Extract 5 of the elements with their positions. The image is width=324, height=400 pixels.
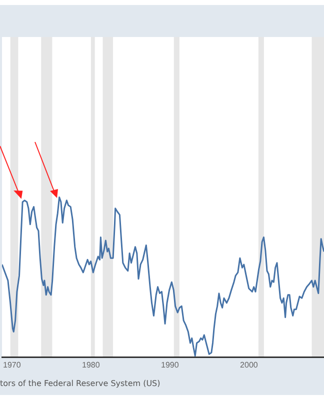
text: tors of the Federal Reserve System (US) <box>0 379 160 388</box>
x-tick-label: 2000 <box>240 360 258 370</box>
x-tick-label: 1970 <box>3 360 22 370</box>
x-tick-label: 1980 <box>82 360 100 370</box>
x-tick-label: 1990 <box>161 360 180 370</box>
